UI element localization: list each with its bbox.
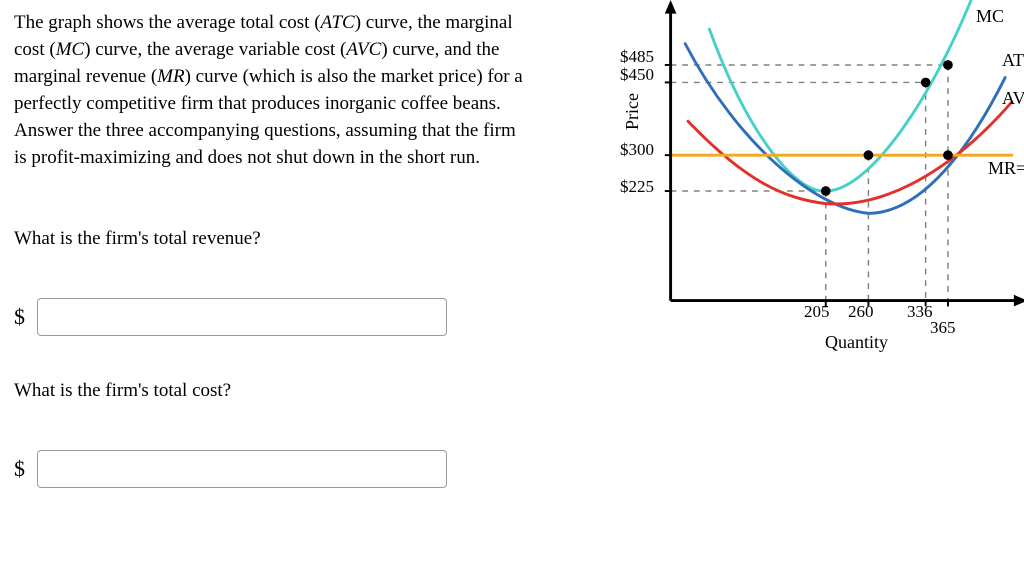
answer-row-revenue: $ [14,298,528,336]
y-tick-label: $485 [608,47,654,67]
x-axis-label: Quantity [825,332,888,353]
answer-row-cost: $ [14,450,528,488]
revenue-input[interactable] [37,298,447,336]
y-tick-label: $300 [608,140,654,160]
y-tick-label: $225 [608,177,654,197]
question-column: The graph shows the average total cost (… [0,0,550,587]
y-axis-label: Price [622,93,643,130]
dollar-sign: $ [14,456,25,482]
question-total-revenue: What is the firm's total revenue? [14,228,528,250]
curve-label-atc: ATC [1002,50,1024,71]
x-tick-label: 336 [907,302,933,322]
question-total-cost: What is the firm's total cost? [14,380,528,402]
chart-column: Price Quantity $485$450 $300 $225 205 260 336… [550,0,1024,587]
x-tick-label: 205 [804,302,830,322]
prompt-text: The graph shows the average total cost (… [14,10,528,172]
curve-label-mrp: MR=P [988,158,1024,179]
page: The graph shows the average total cost (… [0,0,1024,587]
x-tick-label: 260 [848,302,874,322]
curve-label-avc: AVC [1002,88,1024,109]
curve-label-mc: MC [976,6,1004,27]
y-tick-label: $450 [608,65,654,85]
dollar-sign: $ [14,304,25,330]
cost-curves-chart [660,0,1024,325]
x-tick-label: 365 [930,318,956,338]
cost-input[interactable] [37,450,447,488]
